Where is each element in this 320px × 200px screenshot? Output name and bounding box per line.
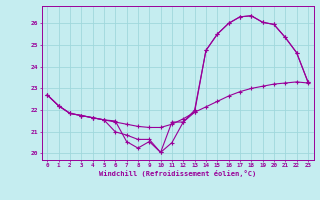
X-axis label: Windchill (Refroidissement éolien,°C): Windchill (Refroidissement éolien,°C)	[99, 170, 256, 177]
